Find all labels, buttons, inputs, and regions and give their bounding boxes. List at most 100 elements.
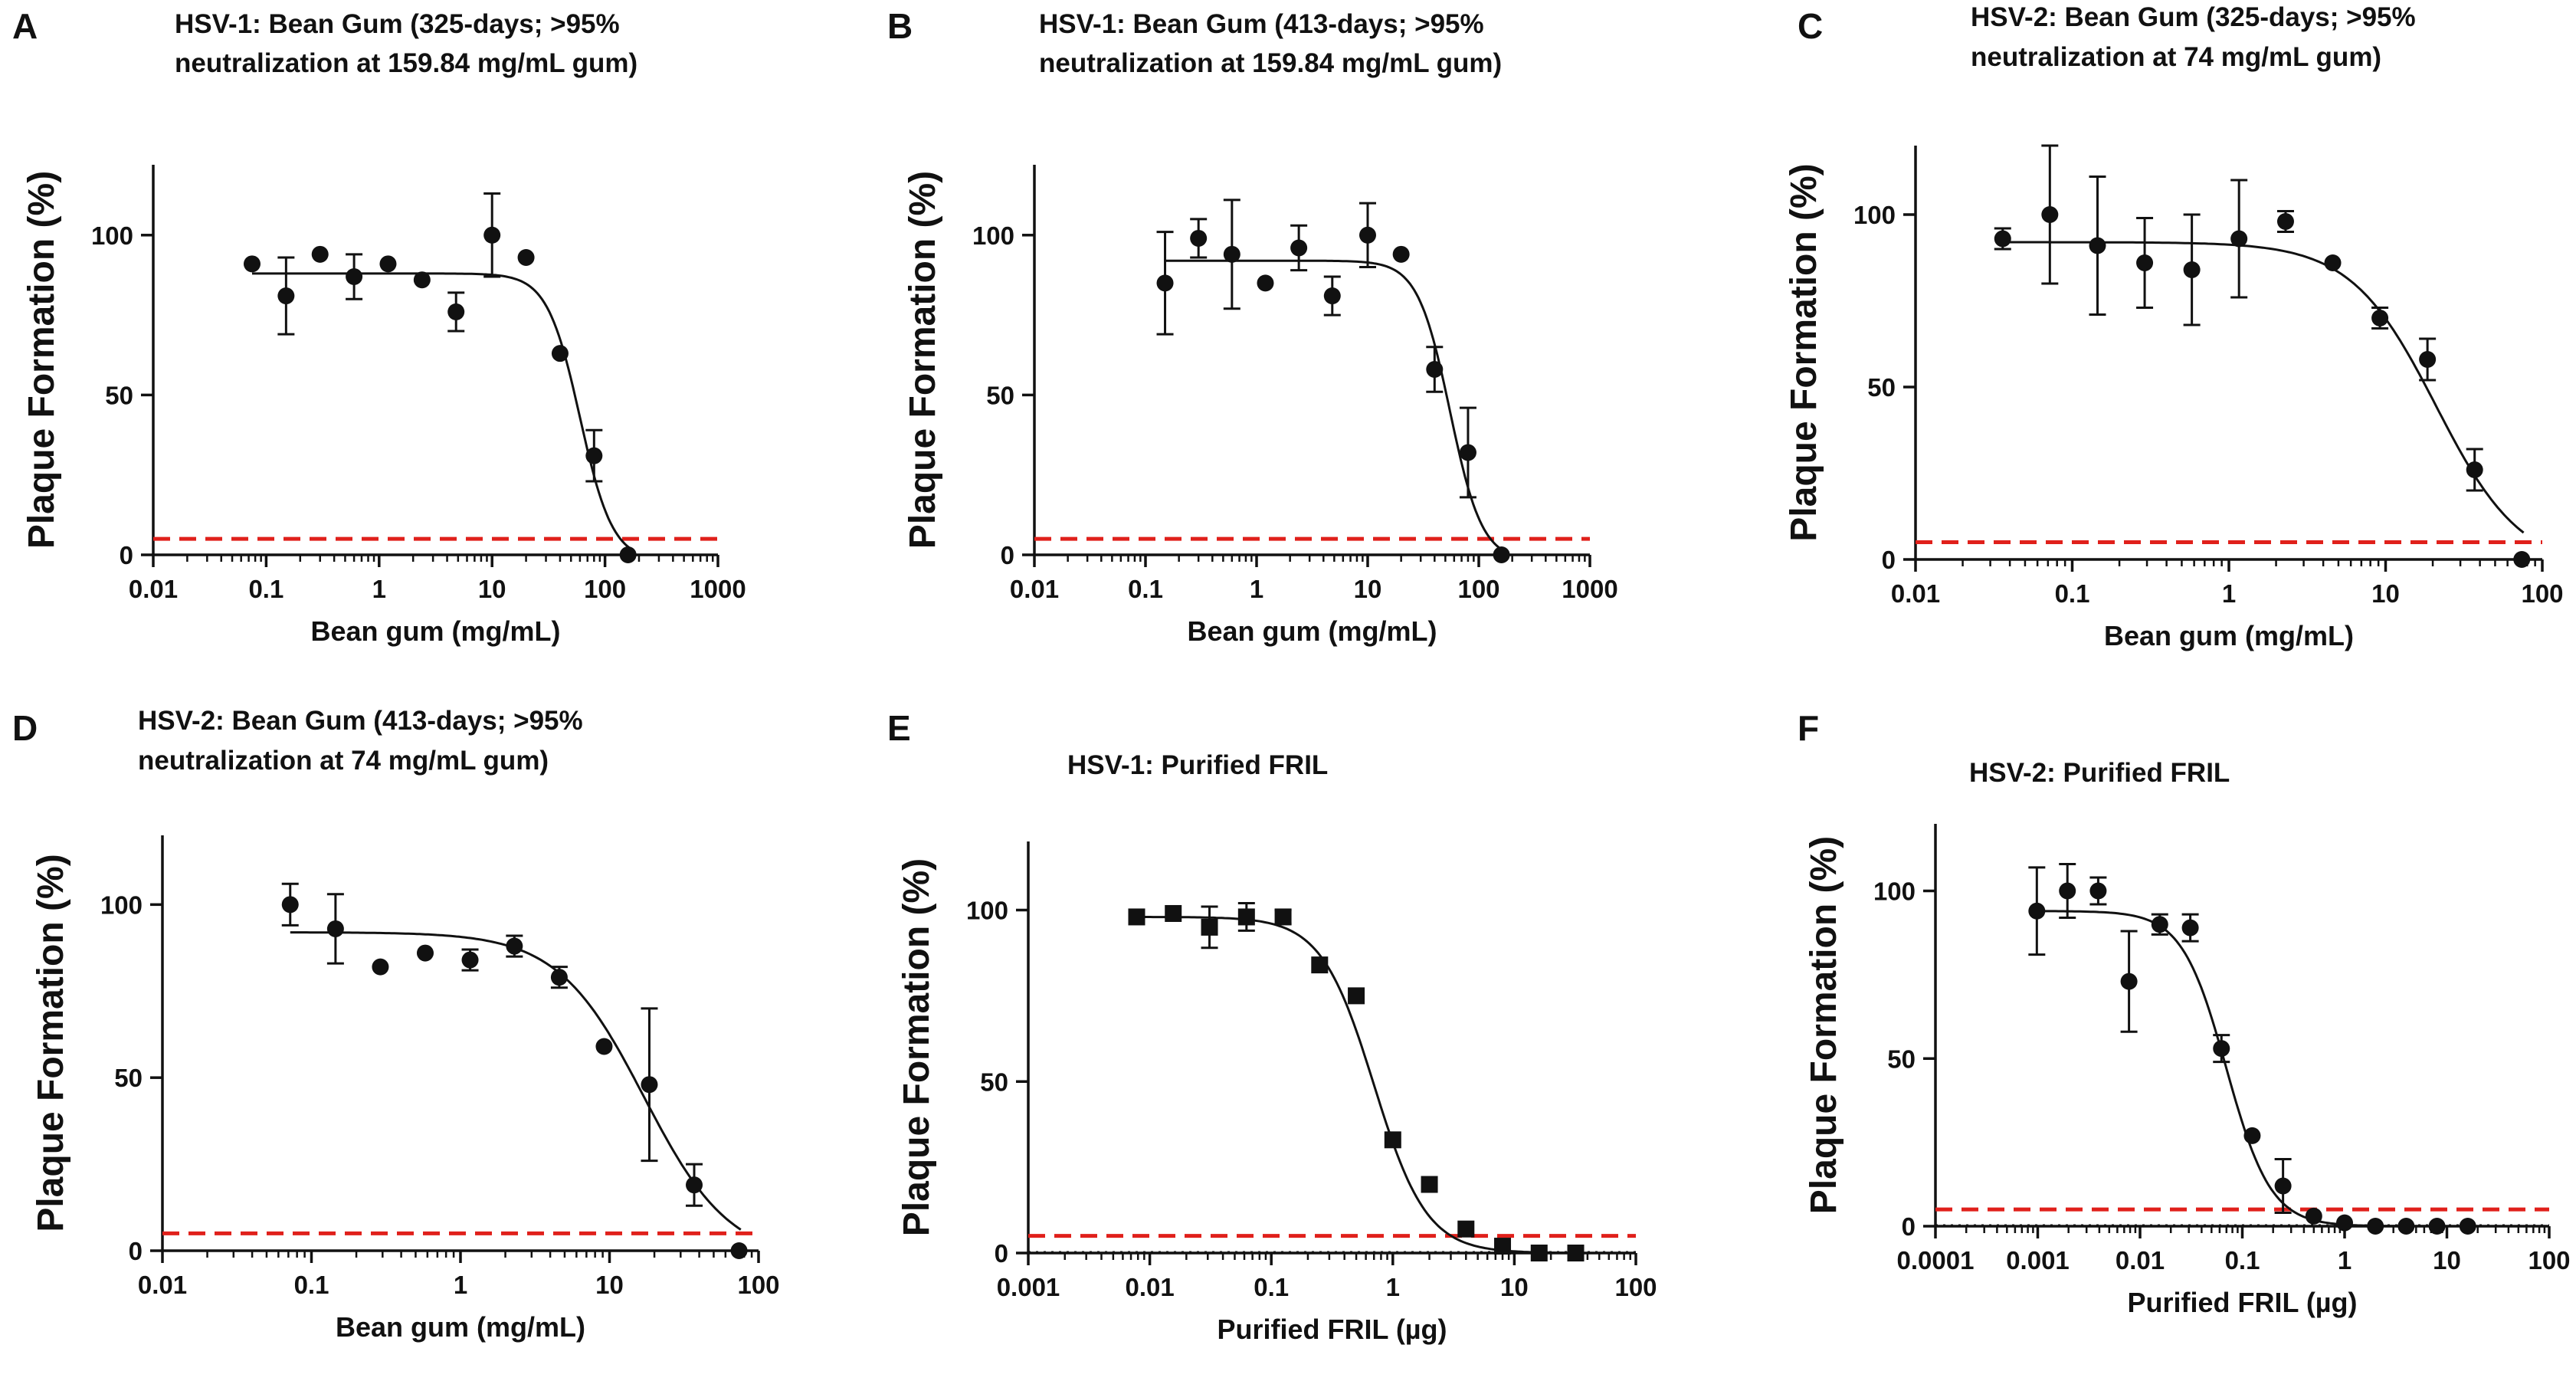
data-point bbox=[2324, 254, 2342, 271]
data-point bbox=[1392, 245, 1410, 263]
data-point bbox=[2028, 902, 2046, 920]
panel-label: D bbox=[12, 708, 38, 748]
data-point bbox=[2397, 1218, 2415, 1235]
data-point bbox=[1190, 229, 1208, 247]
data-point bbox=[2276, 213, 2294, 230]
data-point bbox=[2428, 1218, 2446, 1235]
x-tick-label: 100 bbox=[2521, 579, 2563, 608]
data-point bbox=[1994, 230, 2011, 248]
x-tick-label: 0.0001 bbox=[1897, 1246, 1975, 1274]
panel-label: B bbox=[887, 6, 913, 46]
data-point-square bbox=[1165, 904, 1182, 922]
data-point bbox=[551, 345, 569, 362]
data-point bbox=[641, 1076, 658, 1094]
chart-title-line: HSV-2: Bean Gum (325-days; >95% bbox=[1971, 2, 2416, 32]
x-axis-label: Bean gum (mg/mL) bbox=[336, 1311, 585, 1343]
data-point bbox=[1426, 361, 1444, 379]
x-tick-label: 1 bbox=[1386, 1273, 1400, 1301]
panel-label: F bbox=[1798, 708, 1819, 748]
x-tick-label: 0.001 bbox=[2006, 1246, 2070, 1274]
y-tick-label: 50 bbox=[114, 1064, 143, 1092]
data-point bbox=[2336, 1214, 2353, 1232]
x-tick-label: 10 bbox=[1354, 575, 1382, 603]
panel-e: E HSV-1: Purified FRIL 0 50 100 0.001 0.01 0.1 1… bbox=[887, 708, 1657, 1345]
x-axis-label: Purified FRIL (µg) bbox=[1217, 1314, 1447, 1345]
y-axis-label: Plaque Formation (%) bbox=[896, 858, 937, 1236]
y-tick-label: 100 bbox=[966, 897, 1008, 925]
data-point bbox=[372, 958, 389, 976]
data-point bbox=[1323, 287, 1341, 305]
data-point bbox=[1359, 226, 1376, 244]
data-point-square bbox=[1348, 987, 1365, 1005]
chart-title-line: HSV-1: Purified FRIL bbox=[1067, 750, 1328, 780]
fit-curve bbox=[1165, 259, 1504, 552]
x-tick-label: 1 bbox=[454, 1271, 467, 1299]
data-point-square bbox=[1201, 918, 1218, 936]
x-tick-label: 1 bbox=[2338, 1246, 2352, 1274]
data-point bbox=[277, 287, 295, 305]
y-tick-label: 50 bbox=[986, 381, 1014, 409]
data-point bbox=[1290, 239, 1308, 257]
data-point-square bbox=[1311, 956, 1329, 974]
data-point bbox=[483, 226, 501, 244]
data-point bbox=[2513, 551, 2531, 568]
x-tick-label: 100 bbox=[1614, 1273, 1657, 1301]
y-tick-label: 0 bbox=[120, 541, 133, 569]
x-tick-label: 0.001 bbox=[997, 1273, 1060, 1301]
x-tick-label: 10 bbox=[1500, 1273, 1529, 1301]
x-tick-label: 1000 bbox=[1562, 575, 1617, 603]
x-axis-label: Bean gum (mg/mL) bbox=[310, 615, 560, 647]
panel-f: F HSV-2: Purified FRIL 0 50 100 0.0001 0.001 0.… bbox=[1798, 708, 2571, 1318]
x-tick-label: 1 bbox=[372, 575, 386, 603]
y-tick-label: 0 bbox=[1001, 541, 1014, 569]
y-axis-label: Plaque Formation (%) bbox=[1784, 163, 1824, 541]
y-axis-label: Plaque Formation (%) bbox=[31, 854, 71, 1232]
data-point bbox=[2181, 919, 2199, 937]
y-tick-label: 0 bbox=[1902, 1212, 1916, 1241]
y-tick-label: 100 bbox=[100, 891, 143, 919]
chart-title-line: HSV-1: Bean Gum (413-days; >95% bbox=[1039, 9, 1484, 39]
data-point-square bbox=[1128, 908, 1145, 926]
x-tick-label: 0.1 bbox=[294, 1271, 329, 1299]
y-tick-label: 0 bbox=[1882, 546, 1896, 574]
data-point bbox=[517, 248, 535, 266]
x-axis-label: Purified FRIL (µg) bbox=[2127, 1287, 2357, 1318]
x-tick-label: 0.01 bbox=[2116, 1246, 2165, 1274]
data-point bbox=[1459, 444, 1476, 461]
data-point-square bbox=[1567, 1245, 1585, 1261]
data-point bbox=[2230, 230, 2248, 248]
fit-curve bbox=[2037, 910, 2468, 1228]
data-point bbox=[1257, 274, 1274, 292]
data-point bbox=[2459, 1218, 2476, 1235]
x-tick-label: 0.1 bbox=[248, 575, 283, 603]
panel-label: C bbox=[1798, 6, 1823, 46]
data-point bbox=[346, 268, 363, 286]
x-tick-label: 1 bbox=[1250, 575, 1263, 603]
data-point bbox=[2041, 206, 2059, 223]
data-point-square bbox=[1494, 1238, 1512, 1255]
data-point-square bbox=[1384, 1131, 1401, 1149]
x-axis-label: Bean gum (mg/mL) bbox=[2104, 620, 2354, 651]
data-point bbox=[2274, 1177, 2292, 1195]
fit-curve bbox=[1136, 916, 1576, 1255]
data-point bbox=[2371, 310, 2389, 326]
chart-title-line: neutralization at 159.84 mg/mL gum) bbox=[175, 48, 637, 78]
x-tick-label: 100 bbox=[737, 1271, 779, 1299]
x-axis-label: Bean gum (mg/mL) bbox=[1187, 615, 1437, 647]
y-tick-label: 100 bbox=[1853, 201, 1896, 229]
x-tick-label: 0.01 bbox=[1125, 1273, 1174, 1301]
x-tick-label: 10 bbox=[595, 1271, 624, 1299]
data-point bbox=[2243, 1127, 2261, 1144]
data-point bbox=[550, 969, 568, 986]
panel-b: B HSV-1: Bean Gum (413-days; >95% neutrali… bbox=[887, 6, 1618, 647]
data-point bbox=[585, 447, 603, 464]
x-tick-label: 0.01 bbox=[1891, 579, 1940, 608]
y-axis-label: Plaque Formation (%) bbox=[21, 171, 62, 549]
x-tick-label: 0.1 bbox=[1128, 575, 1163, 603]
data-point-square bbox=[1274, 908, 1292, 926]
data-point bbox=[730, 1242, 748, 1259]
data-point bbox=[2419, 351, 2437, 368]
data-point bbox=[416, 944, 434, 962]
data-point-square bbox=[1457, 1220, 1475, 1238]
y-tick-label: 50 bbox=[1887, 1045, 1916, 1073]
